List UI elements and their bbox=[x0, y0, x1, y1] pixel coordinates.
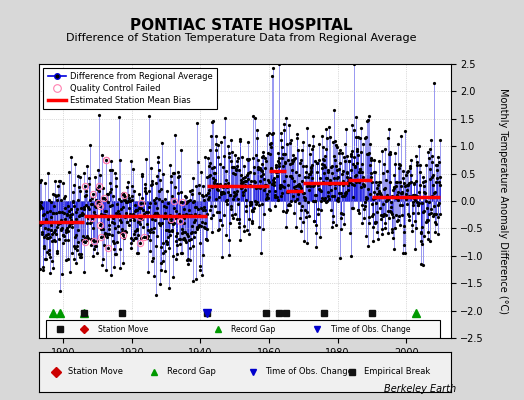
Text: Time of Obs. Change: Time of Obs. Change bbox=[331, 325, 410, 334]
Text: Station Move: Station Move bbox=[97, 325, 148, 334]
Text: Empirical Break: Empirical Break bbox=[364, 368, 431, 376]
Text: Record Gap: Record Gap bbox=[167, 368, 216, 376]
Y-axis label: Monthly Temperature Anomaly Difference (°C): Monthly Temperature Anomaly Difference (… bbox=[498, 88, 508, 314]
Text: Station Move: Station Move bbox=[68, 368, 123, 376]
Text: Berkeley Earth: Berkeley Earth bbox=[384, 384, 456, 394]
Legend: Difference from Regional Average, Quality Control Failed, Estimated Station Mean: Difference from Regional Average, Qualit… bbox=[43, 68, 217, 109]
Text: Record Gap: Record Gap bbox=[231, 325, 276, 334]
Text: Difference of Station Temperature Data from Regional Average: Difference of Station Temperature Data f… bbox=[66, 33, 416, 43]
Text: Time of Obs. Change: Time of Obs. Change bbox=[266, 368, 353, 376]
Text: PONTIAC STATE HOSPITAL: PONTIAC STATE HOSPITAL bbox=[130, 18, 352, 33]
FancyBboxPatch shape bbox=[46, 320, 440, 338]
